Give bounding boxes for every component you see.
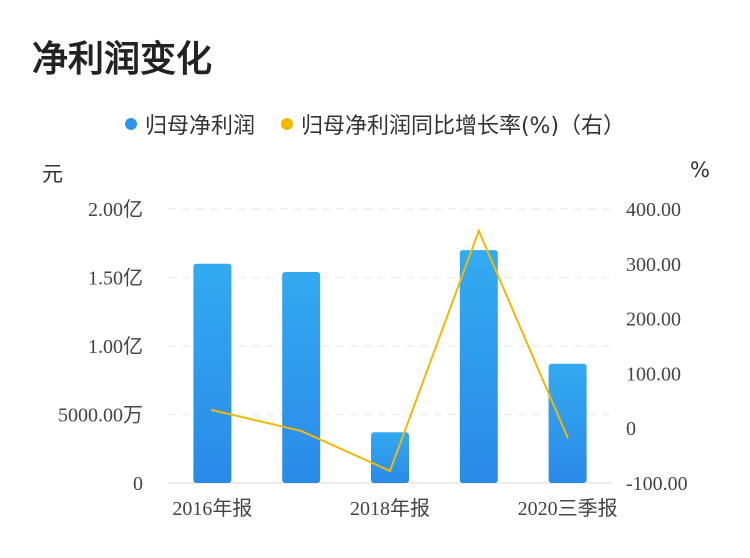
legend-label-growth-rate: 归母净利润同比增长率(%)（右） xyxy=(300,114,626,139)
point-growth-rate xyxy=(300,429,303,433)
left-tick-label: 5000.00万 xyxy=(58,405,143,427)
right-axis-ticks: -100.00 0 100.00 200.00 300.00 400.00 xyxy=(626,199,688,495)
x-tick-label: 2016年报 xyxy=(172,497,252,520)
point-growth-rate xyxy=(388,469,392,473)
bar-net-profit xyxy=(282,272,321,483)
left-tick-label: 2.00亿 xyxy=(88,198,143,221)
bar-net-profit xyxy=(548,363,587,483)
line-series xyxy=(211,228,569,473)
legend-marker-net-profit xyxy=(124,118,137,130)
bar-net-profit xyxy=(371,432,409,483)
right-axis-unit: % xyxy=(690,158,710,182)
right-tick-label: 400.00 xyxy=(626,199,681,221)
legend-item-net-profit[interactable]: 归母净利润 xyxy=(124,108,255,140)
point-growth-rate xyxy=(566,436,569,439)
bar-net-profit xyxy=(193,263,232,483)
right-tick-label: 100.00 xyxy=(626,363,681,385)
right-tick-label: -100.00 xyxy=(626,473,688,495)
left-tick-label: 1.00亿 xyxy=(88,335,143,358)
bar-series xyxy=(193,250,587,483)
x-axis-ticks: 2016年报 2018年报 2020三季报 xyxy=(172,497,617,520)
x-tick-label: 2018年报 xyxy=(350,497,430,520)
legend: 归母净利润 归母净利润同比增长率(%)（右） xyxy=(0,108,750,140)
chart-title: 净利润变化 xyxy=(32,39,213,80)
left-axis-unit: 元 xyxy=(42,162,63,186)
point-growth-rate xyxy=(211,408,214,412)
left-axis-ticks: 0 5000.00万 1.00亿 1.50亿 2.00亿 xyxy=(58,198,143,495)
legend-item-growth-rate[interactable]: 归母净利润同比增长率(%)（右） xyxy=(280,108,626,140)
right-tick-label: 0 xyxy=(626,418,636,440)
bar-net-profit xyxy=(459,250,498,483)
right-tick-label: 300.00 xyxy=(626,254,681,276)
x-tick-label: 2020三季报 xyxy=(518,497,618,520)
right-tick-label: 200.00 xyxy=(626,309,681,331)
legend-label-net-profit: 归母净利润 xyxy=(144,114,255,139)
left-tick-label: 1.50亿 xyxy=(88,267,143,290)
point-growth-rate xyxy=(477,229,480,233)
left-tick-label: 0 xyxy=(133,473,143,495)
legend-marker-growth-rate xyxy=(280,118,293,130)
